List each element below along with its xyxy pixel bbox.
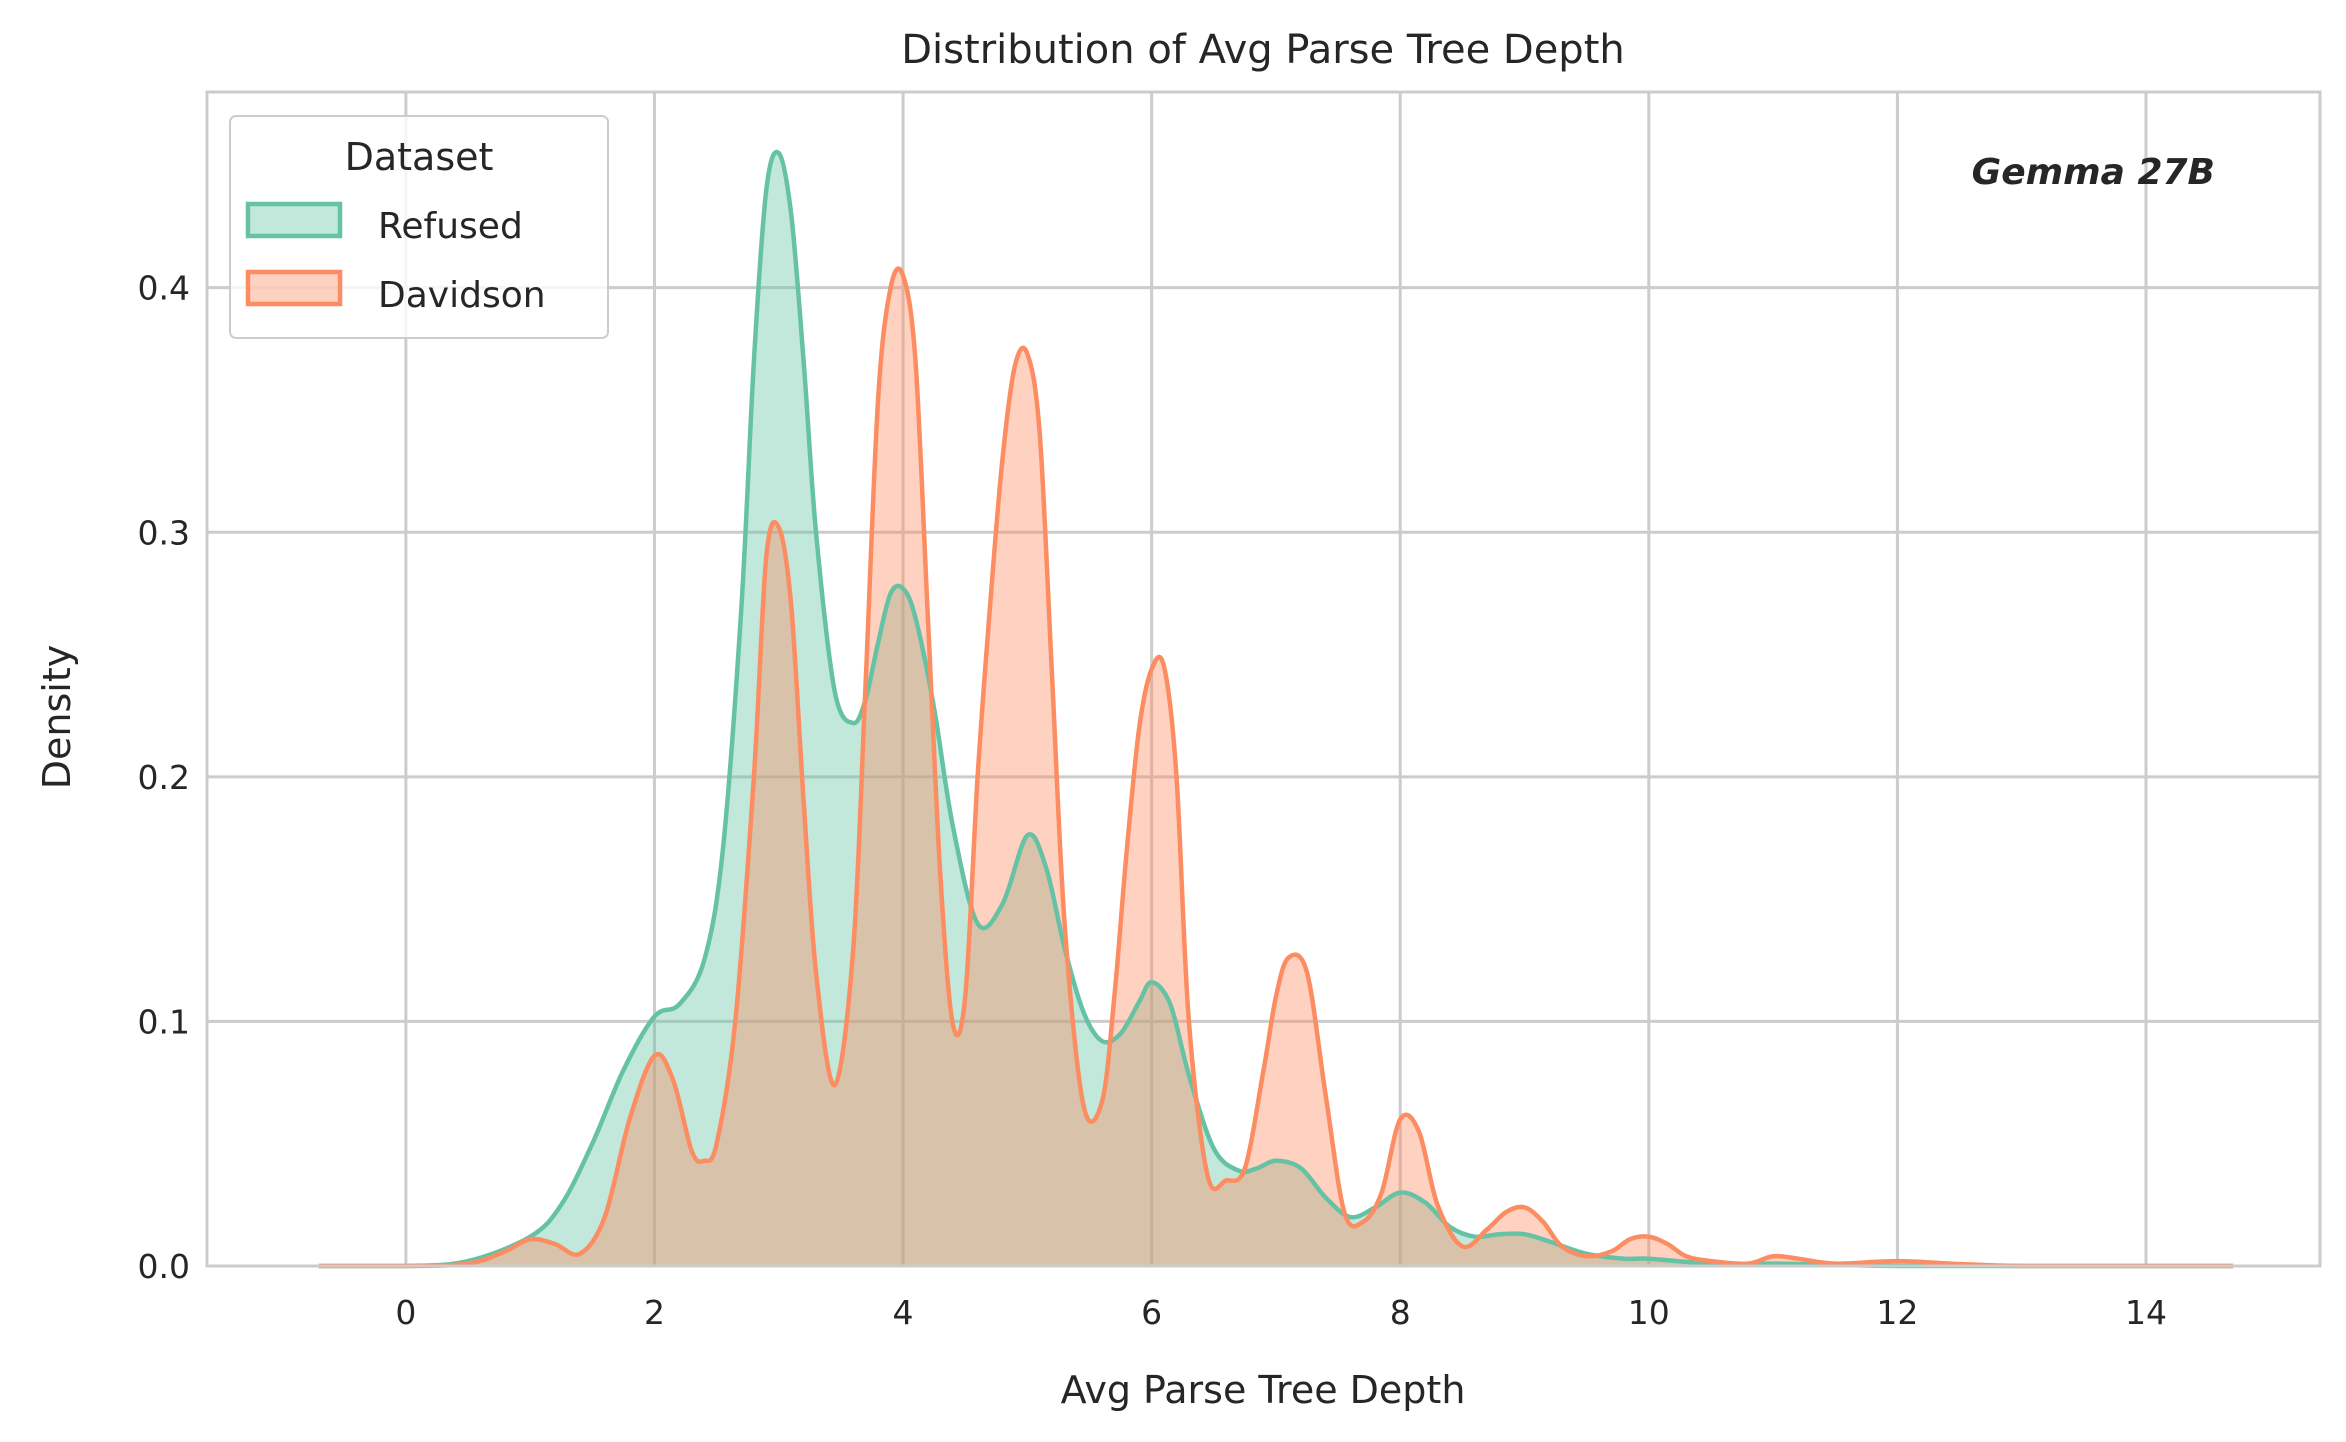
x-tick-label: 6 (1141, 1293, 1162, 1332)
x-tick-label: 2 (644, 1293, 665, 1332)
legend-label-refused: Refused (378, 206, 523, 247)
legend: Dataset Refused Davidson (229, 115, 609, 339)
x-tick-label: 14 (2125, 1293, 2167, 1332)
legend-swatch-refused (245, 201, 343, 239)
y-tick-label: 0.0 (138, 1247, 190, 1286)
x-tick-label: 4 (893, 1293, 914, 1332)
y-ticks: 0.0 0.1 0.2 0.3 0.4 (138, 269, 190, 1286)
chart-title: Distribution of Avg Parse Tree Depth (901, 27, 1624, 73)
series-lines (318, 149, 2233, 1269)
line-refused (318, 149, 2233, 1269)
y-tick-label: 0.2 (138, 758, 190, 797)
area-refused (318, 152, 2233, 1266)
x-tick-label: 12 (1876, 1293, 1918, 1332)
y-tick-label: 0.1 (138, 1002, 190, 1041)
legend-label-davidson: Davidson (378, 275, 546, 316)
line-davidson (318, 266, 2233, 1269)
y-tick-label: 0.4 (138, 269, 190, 308)
x-tick-label: 8 (1390, 1293, 1411, 1332)
x-tick-label: 0 (395, 1293, 416, 1332)
y-tick-label: 0.3 (138, 513, 190, 552)
y-axis-label: Density (35, 645, 79, 789)
legend-title: Dataset (345, 135, 494, 179)
series-areas (318, 152, 2233, 1267)
x-ticks: 0 2 4 6 8 10 12 14 (395, 1293, 2167, 1332)
area-davidson (318, 268, 2233, 1267)
legend-box (229, 115, 609, 339)
x-axis-label: Avg Parse Tree Depth (1061, 1368, 1466, 1412)
plot-frame (205, 90, 2322, 1268)
x-tick-label: 10 (1628, 1293, 1670, 1332)
legend-swatch-davidson (245, 269, 343, 307)
model-annotation: Gemma 27B (1972, 152, 2215, 193)
